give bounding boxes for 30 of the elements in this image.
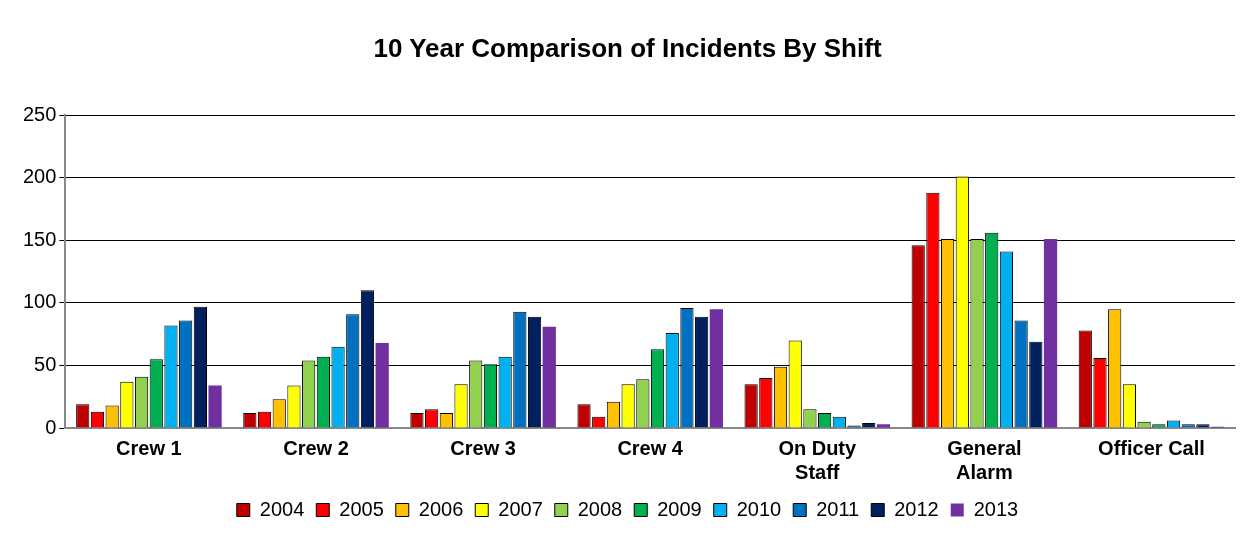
x-tick-label: Crew 1: [116, 436, 182, 459]
bar: [876, 424, 891, 428]
legend-label: 2008: [577, 497, 623, 520]
legend-label: 2005: [339, 497, 384, 520]
legend-label: 2010: [736, 497, 782, 520]
bar: [709, 309, 723, 428]
legend-label: 2011: [816, 497, 860, 520]
y-tick-label: 150: [22, 227, 57, 250]
bar: [1043, 239, 1058, 428]
legend-label: 2013: [973, 497, 1019, 520]
x-tick-label: Officer Call: [1098, 436, 1205, 459]
x-tick-label: Crew 4: [617, 436, 684, 459]
legend-label: 2007: [498, 497, 543, 520]
x-tick-label: General Alarm: [947, 436, 1022, 483]
bar: [542, 326, 556, 428]
chart-title: 10 Year Comparison of Incidents By Shift: [373, 32, 882, 63]
x-tick-label: On Duty Staff: [778, 436, 858, 483]
legend-label: 2012: [894, 497, 939, 520]
bar: [208, 385, 222, 428]
x-tick-label: Crew 3: [450, 436, 516, 459]
y-tick-label: 0: [45, 415, 57, 438]
y-tick-label: 100: [22, 290, 57, 313]
y-tick-label: 50: [34, 352, 57, 375]
legend-label: 2009: [657, 497, 702, 520]
legend-label: 2004: [259, 497, 305, 520]
y-tick-label: 200: [22, 165, 57, 188]
legend-label: 2006: [418, 497, 464, 520]
bar: [375, 342, 389, 428]
y-tick-label: 250: [22, 102, 57, 125]
x-tick-label: Crew 2: [283, 436, 349, 459]
